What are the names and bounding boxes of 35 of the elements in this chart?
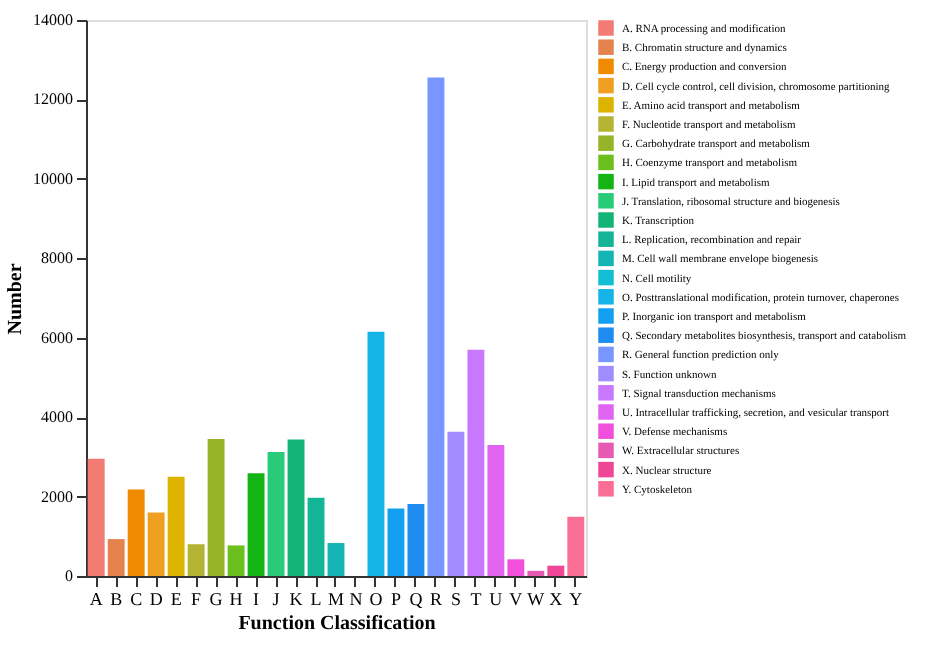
x-tick-label: T bbox=[470, 589, 483, 609]
x-tick-label: X bbox=[549, 589, 564, 609]
y-tick-label: 8000 bbox=[41, 249, 73, 268]
x-tick-label: D bbox=[149, 589, 164, 609]
x-tick-label: U bbox=[489, 589, 504, 609]
y-tick-label: 10000 bbox=[33, 169, 73, 188]
x-tick-label: J bbox=[272, 589, 281, 609]
y-axis-title: Number bbox=[5, 262, 27, 335]
x-tick-label: S bbox=[450, 589, 461, 609]
x-tick-label: F bbox=[191, 589, 202, 609]
y-tick-label: 14000 bbox=[33, 11, 73, 29]
x-tick-label: I bbox=[253, 589, 260, 609]
y-tick-label: 4000 bbox=[41, 408, 73, 427]
y-tick-label: 12000 bbox=[33, 90, 73, 109]
y-tick-label: 0 bbox=[65, 567, 73, 585]
x-tick-label: Y bbox=[569, 589, 584, 609]
x-tick-label: A bbox=[89, 589, 104, 609]
x-tick-label: K bbox=[289, 589, 304, 609]
x-axis-title: Function Classification bbox=[238, 613, 437, 635]
x-tick-label: M bbox=[327, 589, 345, 609]
x-tick-label: E bbox=[170, 589, 183, 609]
x-tick-label: O bbox=[369, 589, 384, 609]
x-tick-label: N bbox=[349, 589, 364, 609]
x-tick-label: V bbox=[509, 589, 524, 609]
x-tick-label: P bbox=[390, 589, 401, 609]
x-tick-label: Q bbox=[409, 589, 424, 609]
y-tick-label: 2000 bbox=[41, 487, 73, 506]
x-tick-label: B bbox=[110, 589, 123, 609]
x-tick-label: C bbox=[130, 589, 143, 609]
x-tick-label: H bbox=[229, 589, 244, 609]
x-tick-label: W bbox=[527, 589, 546, 609]
x-tick-label: G bbox=[209, 589, 224, 609]
x-tick-label: L bbox=[310, 589, 322, 609]
x-tick-label: R bbox=[429, 589, 442, 609]
y-tick-label: 6000 bbox=[41, 328, 73, 347]
